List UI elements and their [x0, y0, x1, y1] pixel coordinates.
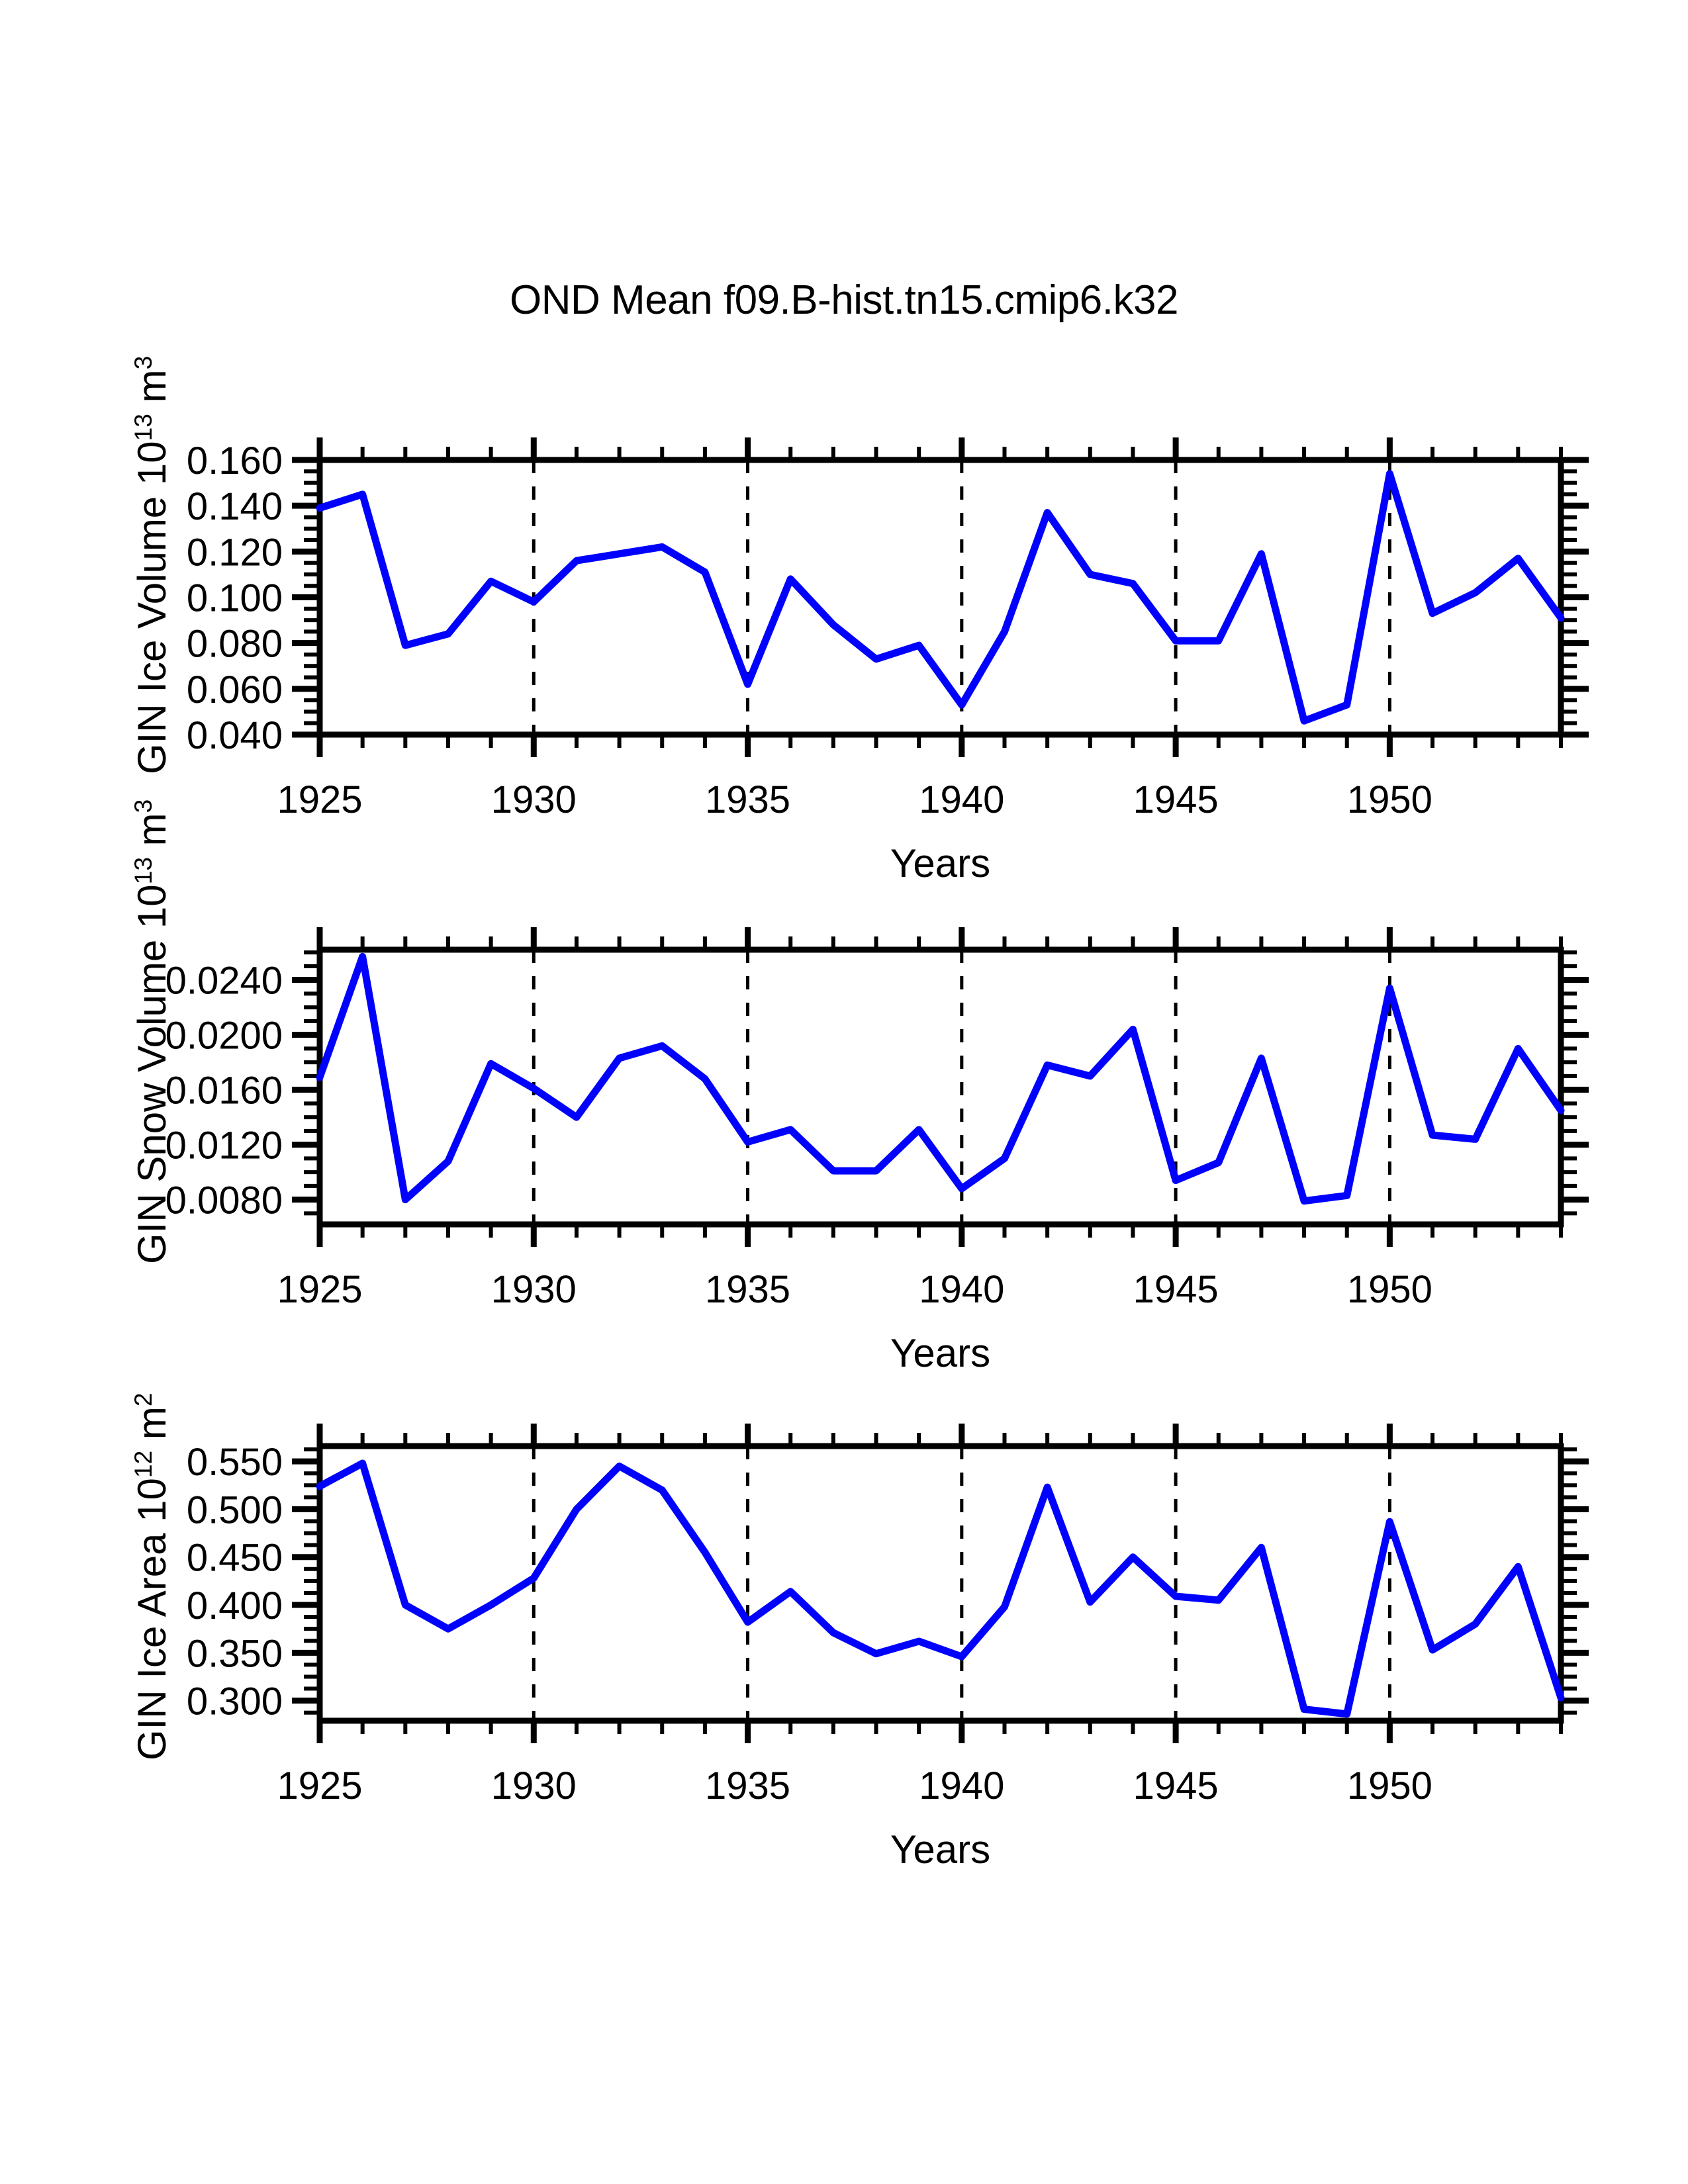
y-tick-label: 0.450	[187, 1537, 283, 1580]
x-tick-label: 1925	[277, 1764, 362, 1807]
data-line	[316, 1459, 1565, 1718]
y-tick-label: 0.550	[187, 1441, 283, 1484]
x-tick-label: 1935	[705, 1764, 790, 1807]
y-tick-label: 0.0120	[165, 1124, 283, 1167]
y-tick-label: 0.400	[187, 1584, 283, 1627]
data-line	[316, 952, 1565, 1205]
y-tick-label: 0.0240	[165, 960, 283, 1003]
y-tick-label: 0.0200	[165, 1015, 283, 1058]
y-axis-label: GIN Ice Volume 1013 m3	[129, 355, 174, 774]
x-axis-label: Years	[890, 1827, 991, 1872]
y-tick-label: 0.350	[187, 1632, 283, 1675]
y-tick-label: 0.0080	[165, 1179, 283, 1222]
x-axis-label: Years	[890, 1331, 991, 1375]
y-tick-label: 0.500	[187, 1488, 283, 1531]
y-tick-label: 0.300	[187, 1680, 283, 1723]
x-axis-label: Years	[890, 841, 991, 886]
x-tick-label: 1940	[919, 1268, 1004, 1311]
x-tick-label: 1945	[1133, 1268, 1219, 1311]
x-tick-label: 1930	[491, 1268, 577, 1311]
x-tick-label: 1925	[277, 1268, 362, 1311]
x-tick-label: 1930	[491, 1764, 577, 1807]
y-tick-label: 0.0160	[165, 1069, 283, 1113]
x-tick-label: 1940	[919, 1764, 1004, 1807]
y-axis-label: GIN Ice Area 1012 m2	[129, 1392, 174, 1760]
x-tick-label: 1935	[705, 1268, 790, 1311]
x-tick-label: 1945	[1133, 1764, 1219, 1807]
figure-title: OND Mean f09.B-hist.tn15.cmip6.k32	[510, 277, 1178, 323]
x-tick-label: 1950	[1347, 1268, 1432, 1311]
x-tick-label: 1950	[1347, 1764, 1432, 1807]
y-axis-label: GIN Snow Volume 1013 m3	[129, 799, 174, 1264]
panel-gin-ice-area: 0.300 0.350 0.400 0.450 0.500 0.550 1925 1930 19…	[0, 0, 1688, 1807]
